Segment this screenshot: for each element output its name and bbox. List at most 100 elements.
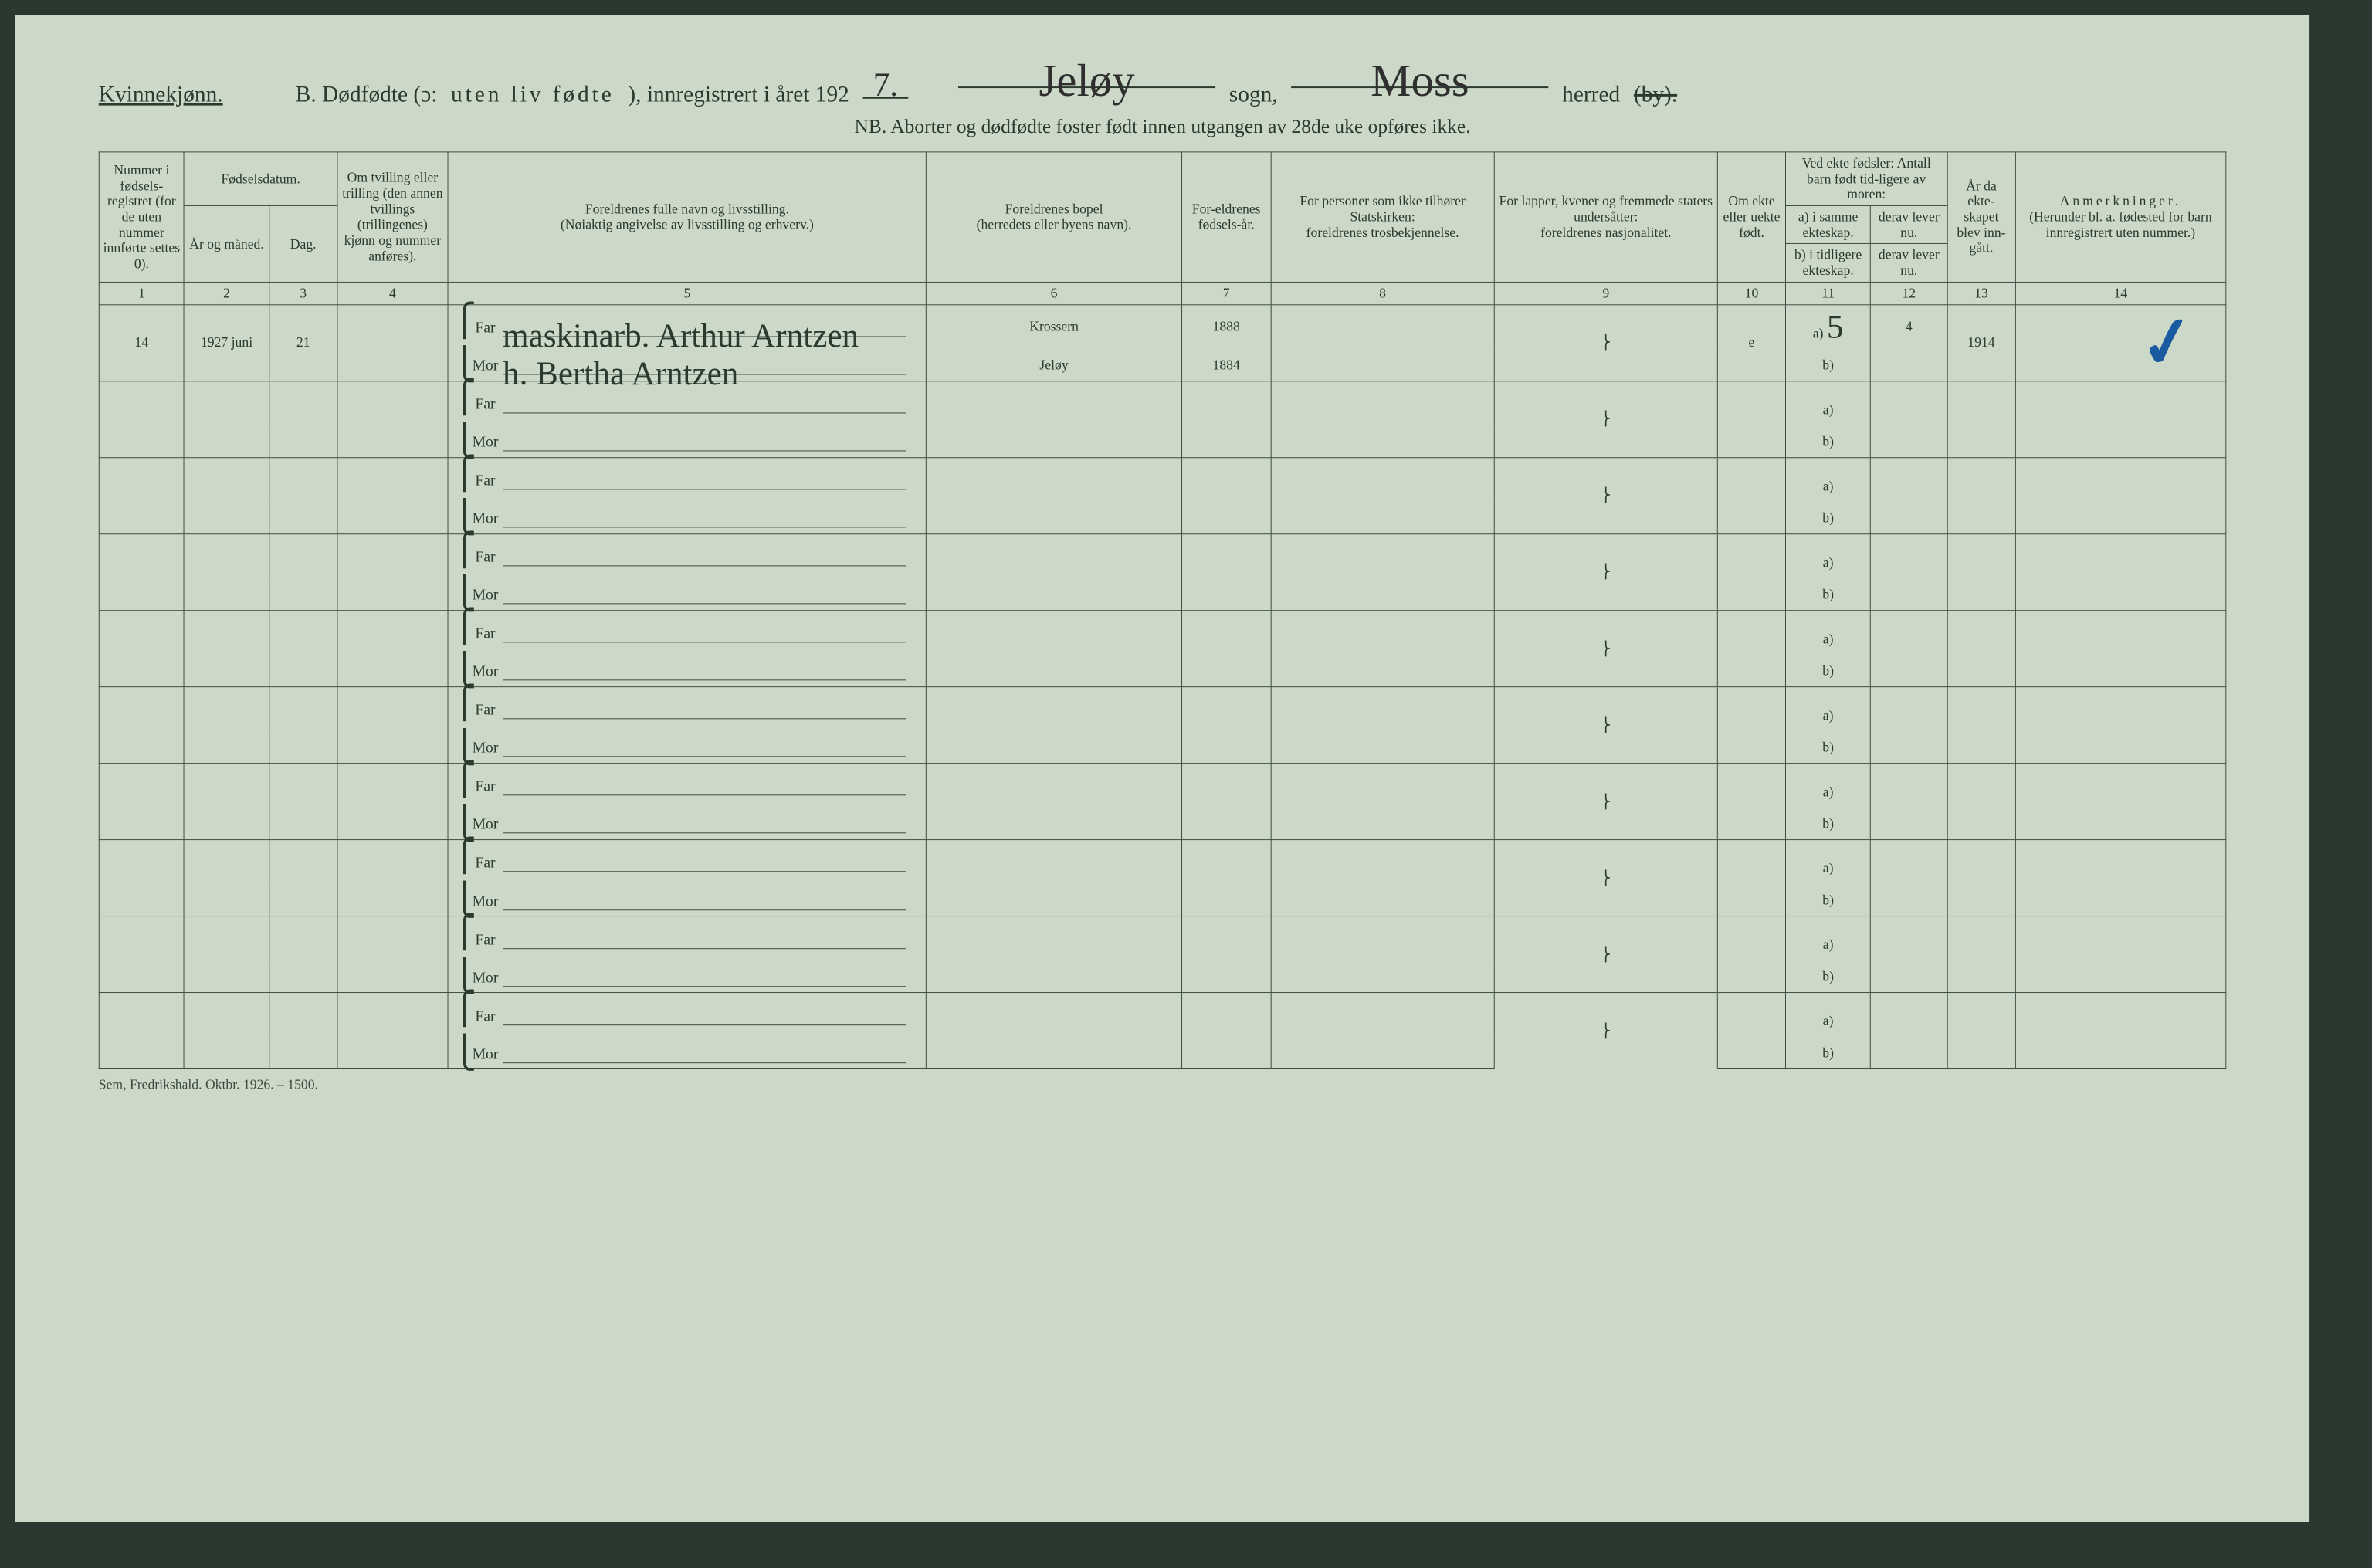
cell-b: b) bbox=[1786, 961, 1871, 993]
col11b-head: b) i tidligere ekteskap. bbox=[1786, 244, 1871, 282]
cell-married bbox=[1947, 687, 2015, 764]
cell-married bbox=[1947, 381, 2015, 457]
cell-twin bbox=[337, 687, 448, 764]
cell-day bbox=[269, 840, 337, 916]
cell-far-birth bbox=[1181, 611, 1271, 655]
cell-yearmonth bbox=[184, 611, 269, 687]
year-suffix: 7. bbox=[873, 66, 898, 103]
cell-married: 1914 bbox=[1947, 304, 2015, 381]
cell-a: a) bbox=[1786, 457, 1871, 502]
cell-mor-birth bbox=[1181, 1038, 1271, 1069]
cell-mor-bopel bbox=[927, 502, 1182, 533]
cell-mor-birth bbox=[1181, 655, 1271, 686]
cell-nat: ⎬ bbox=[1494, 304, 1717, 381]
cell-married bbox=[1947, 993, 2015, 1069]
cell-day bbox=[269, 457, 337, 533]
cell-nat: ⎬ bbox=[1494, 534, 1717, 611]
cell-nat: ⎬ bbox=[1494, 687, 1717, 764]
col7-head: For-eldrenes fødsels-år. bbox=[1181, 152, 1271, 282]
cell-mor-bopel bbox=[927, 885, 1182, 916]
cell-married bbox=[1947, 916, 2015, 993]
cell-mor: ⎩Mor bbox=[448, 1038, 927, 1069]
cell-tros bbox=[1271, 687, 1494, 764]
cell-a: a) bbox=[1786, 840, 1871, 885]
table-row: ⎧Far⎬a) bbox=[99, 611, 2226, 655]
header-row: Kvinnekjønn. B. Dødfødte (ɔ: uten liv fø… bbox=[99, 61, 2227, 108]
title-prefix: B. Dødfødte (ɔ: bbox=[296, 82, 438, 107]
cell-twin bbox=[337, 534, 448, 611]
cell-tros bbox=[1271, 993, 1494, 1069]
cell-tros bbox=[1271, 304, 1494, 381]
cell-ekte bbox=[1717, 534, 1785, 611]
cell-b-lever bbox=[1871, 349, 1947, 381]
col11-top: Ved ekte fødsler: Antall barn født tid-l… bbox=[1786, 152, 1947, 206]
footer-imprint: Sem, Fredrikshald. Oktbr. 1926. – 1500. bbox=[99, 1077, 2227, 1093]
cell-remarks bbox=[2015, 534, 2226, 611]
cell-b: b) bbox=[1786, 885, 1871, 916]
cell-a-lever bbox=[1871, 687, 1947, 732]
cell-b-lever bbox=[1871, 885, 1947, 916]
cell-far: ⎧Far bbox=[448, 534, 927, 579]
cell-far: ⎧Far bbox=[448, 457, 927, 502]
cell-mor-birth bbox=[1181, 502, 1271, 533]
col1-head: Nummer i fødsels-registret (for de uten … bbox=[99, 152, 184, 282]
cell-mor: ⎩Mor bbox=[448, 502, 927, 533]
year-blank: 7. bbox=[862, 72, 908, 99]
cell-a: a) bbox=[1786, 611, 1871, 655]
col5-head: Foreldrenes fulle navn og livsstilling. … bbox=[448, 152, 927, 282]
table-head: Nummer i fødsels-registret (for de uten … bbox=[99, 152, 2226, 304]
table-row: ⎧Far⎬a) bbox=[99, 534, 2226, 579]
cell-yearmonth: 1927 juni bbox=[184, 304, 269, 381]
col12a-head: derav lever nu. bbox=[1871, 206, 1947, 244]
cell-b-lever bbox=[1871, 578, 1947, 610]
cell-far-birth bbox=[1181, 534, 1271, 579]
cell-remarks bbox=[2015, 916, 2226, 993]
cell-yearmonth bbox=[184, 840, 269, 916]
title-spaced: uten liv fødte bbox=[451, 82, 615, 107]
cell-b: b) bbox=[1786, 349, 1871, 381]
cell-far-bopel: Krossern bbox=[927, 304, 1182, 349]
col13-head: År da ekte-skapet blev inn-gått. bbox=[1947, 152, 2015, 282]
cell-tros bbox=[1271, 840, 1494, 916]
cell-twin bbox=[337, 611, 448, 687]
cell-far-birth bbox=[1181, 916, 1271, 961]
cell-far-bopel bbox=[927, 611, 1182, 655]
cell-mor: ⎩Mor bbox=[448, 578, 927, 610]
cell-mor-bopel bbox=[927, 425, 1182, 457]
cell-a-lever bbox=[1871, 534, 1947, 579]
cell-ekte bbox=[1717, 764, 1785, 840]
cell-far: ⎧Farmaskinarb. Arthur Arntzen bbox=[448, 304, 927, 349]
cell-nat: ⎬ bbox=[1494, 764, 1717, 840]
cell-far: ⎧Far bbox=[448, 381, 927, 425]
cell-far: ⎧Far bbox=[448, 764, 927, 808]
cell-tros bbox=[1271, 611, 1494, 687]
cell-remarks bbox=[2015, 381, 2226, 457]
cell-remarks bbox=[2015, 840, 2226, 916]
cell-mor: ⎩Mor bbox=[448, 961, 927, 993]
sogn-blank: Jeløy bbox=[958, 61, 1215, 88]
cell-ekte: e bbox=[1717, 304, 1785, 381]
cell-b: b) bbox=[1786, 1038, 1871, 1069]
cell-b-lever bbox=[1871, 808, 1947, 840]
cell-married bbox=[1947, 611, 2015, 687]
cell-mor-bopel: Jeløy bbox=[927, 349, 1182, 381]
cell-b: b) bbox=[1786, 502, 1871, 533]
cell-mor-birth bbox=[1181, 732, 1271, 764]
table-row: ⎧Far⎬a) bbox=[99, 457, 2226, 502]
cell-far: ⎧Far bbox=[448, 687, 927, 732]
cell-b: b) bbox=[1786, 808, 1871, 840]
cell-remarks bbox=[2015, 457, 2226, 533]
cell-b: b) bbox=[1786, 655, 1871, 686]
cell-nat: ⎬ bbox=[1494, 457, 1717, 533]
cell-num bbox=[99, 687, 184, 764]
cell-a-lever: 4 bbox=[1871, 304, 1947, 349]
gender-label: Kvinnekjønn. bbox=[99, 82, 223, 107]
cell-far-bopel bbox=[927, 840, 1182, 885]
cell-married bbox=[1947, 840, 2015, 916]
cell-a: a) bbox=[1786, 764, 1871, 808]
cell-b-lever bbox=[1871, 425, 1947, 457]
cell-num bbox=[99, 764, 184, 840]
cell-yearmonth bbox=[184, 764, 269, 840]
cell-remarks bbox=[2015, 611, 2226, 687]
cell-far-birth bbox=[1181, 457, 1271, 502]
